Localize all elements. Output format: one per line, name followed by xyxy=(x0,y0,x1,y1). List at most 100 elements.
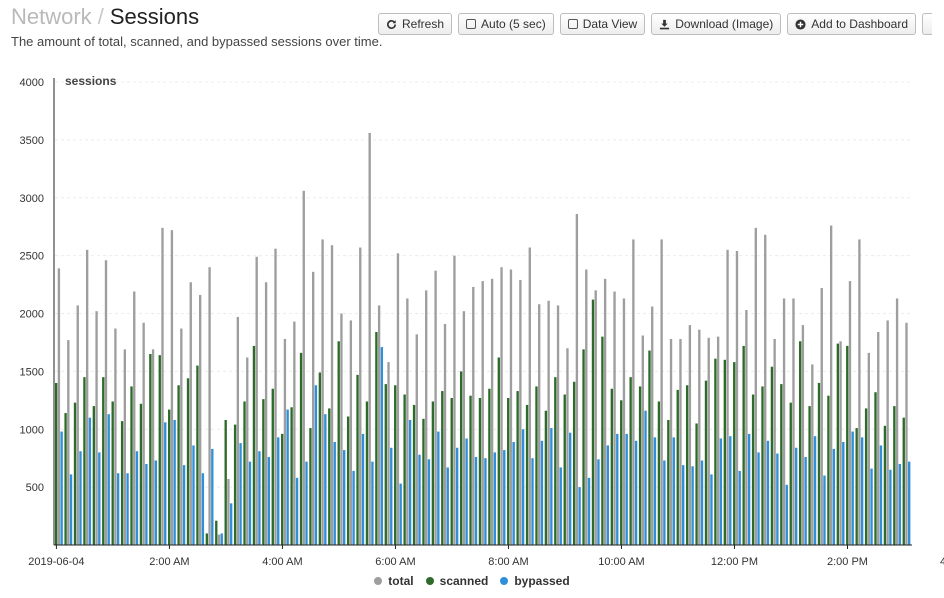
bar-scanned xyxy=(855,428,858,545)
bar-scanned xyxy=(770,366,774,545)
bar-bypassed xyxy=(682,465,685,545)
bar-bypassed xyxy=(371,461,374,545)
bar-total xyxy=(745,310,748,545)
x-tick-label: 2:00 AM xyxy=(149,556,189,568)
data-view-label: Data View xyxy=(582,17,638,31)
bar-total xyxy=(387,362,390,545)
more-button[interactable] xyxy=(922,13,932,35)
bar-total xyxy=(500,267,503,545)
bar-scanned xyxy=(704,380,708,545)
refresh-button[interactable]: Refresh xyxy=(378,13,453,35)
bar-scanned xyxy=(516,391,519,545)
bar-scanned xyxy=(676,389,679,545)
bar-scanned xyxy=(742,345,745,545)
bar-bypassed xyxy=(361,433,365,545)
bar-total xyxy=(660,239,663,546)
checkbox-icon xyxy=(567,19,578,29)
bar-bypassed xyxy=(380,347,384,545)
x-tick-label: 8:00 AM xyxy=(488,556,528,568)
bar-scanned xyxy=(459,371,463,546)
bar-bypassed xyxy=(842,441,845,545)
bar-scanned xyxy=(356,374,359,545)
bar-total xyxy=(603,278,607,545)
download-image-button[interactable]: Download (Image) xyxy=(651,13,782,35)
breadcrumb-network[interactable]: Network xyxy=(11,4,92,29)
bar-scanned xyxy=(893,406,896,545)
breadcrumb: Network / Sessions xyxy=(11,4,382,30)
bar-bypassed xyxy=(776,453,779,545)
bar-bypassed xyxy=(229,503,233,545)
bar-total xyxy=(886,320,889,545)
bar-total xyxy=(396,253,400,545)
bar-scanned xyxy=(441,391,444,545)
bar-scanned xyxy=(563,394,566,545)
legend-item-scanned[interactable]: scanned xyxy=(425,574,489,588)
bar-bypassed xyxy=(267,457,270,545)
bar-bypassed xyxy=(145,463,148,545)
bar-bypassed xyxy=(465,438,468,545)
add-to-dashboard-label: Add to Dashboard xyxy=(811,17,908,31)
bar-bypassed xyxy=(663,460,666,545)
bar-scanned xyxy=(610,388,613,545)
bar-bypassed xyxy=(653,437,657,545)
bar-total xyxy=(425,290,428,545)
x-tick-label: 10:00 AM xyxy=(598,556,644,568)
bar-total xyxy=(340,313,343,545)
bar-total xyxy=(679,338,682,545)
bar-scanned xyxy=(403,394,406,545)
bar-bypassed xyxy=(314,385,318,545)
bar-bypassed xyxy=(870,468,873,545)
bar-scanned xyxy=(780,384,783,545)
x-tick-label: 2:00 PM xyxy=(827,556,868,568)
bar-total xyxy=(142,322,145,545)
bar-total xyxy=(274,248,277,545)
bar-bypassed xyxy=(898,463,901,545)
bar-bypassed xyxy=(446,467,449,545)
bar-bypassed xyxy=(484,458,487,545)
bar-bypassed xyxy=(116,473,120,545)
refresh-label: Refresh xyxy=(402,17,445,31)
bar-scanned xyxy=(130,386,133,545)
legend-item-total[interactable]: total xyxy=(374,574,414,588)
bar-total xyxy=(321,239,324,546)
bar-bypassed xyxy=(182,465,186,545)
add-to-dashboard-button[interactable]: Add to Dashboard xyxy=(787,13,916,35)
bar-total xyxy=(462,311,466,545)
bar-bypassed xyxy=(408,419,412,545)
bar-scanned xyxy=(422,418,425,545)
bar-bypassed xyxy=(427,459,431,545)
y-tick-label: 2500 xyxy=(20,251,44,263)
bar-total xyxy=(170,230,174,545)
bar-scanned xyxy=(262,399,265,545)
bar-bypassed xyxy=(474,457,478,545)
bar-bypassed xyxy=(352,470,355,545)
bar-total xyxy=(368,132,371,545)
legend-item-bypassed[interactable]: bypassed xyxy=(500,574,570,588)
legend-label-scanned: scanned xyxy=(439,574,489,588)
bar-bypassed xyxy=(587,477,591,545)
bar-bypassed xyxy=(399,483,402,545)
bar-total xyxy=(829,225,833,545)
bar-scanned xyxy=(102,377,105,545)
bar-scanned xyxy=(346,416,350,545)
bar-bypassed xyxy=(286,409,289,545)
breadcrumb-separator: / xyxy=(97,4,104,29)
bar-total xyxy=(67,340,70,545)
bar-bypassed xyxy=(239,443,242,545)
bar-scanned xyxy=(196,365,199,545)
bar-bypassed xyxy=(512,441,515,545)
bar-total xyxy=(236,316,240,545)
bar-scanned xyxy=(591,299,595,545)
bar-bypassed xyxy=(220,533,223,545)
bar-total xyxy=(811,364,814,545)
bar-scanned xyxy=(629,377,632,545)
bar-scanned xyxy=(299,352,303,545)
bar-bypassed xyxy=(154,460,157,545)
bar-total xyxy=(95,311,98,545)
data-view-toggle[interactable]: Data View xyxy=(559,13,646,35)
bar-total xyxy=(443,323,447,545)
bar-scanned xyxy=(817,382,821,545)
bar-total xyxy=(698,329,701,545)
auto-refresh-toggle[interactable]: Auto (5 sec) xyxy=(458,13,554,35)
bar-total xyxy=(519,279,522,545)
